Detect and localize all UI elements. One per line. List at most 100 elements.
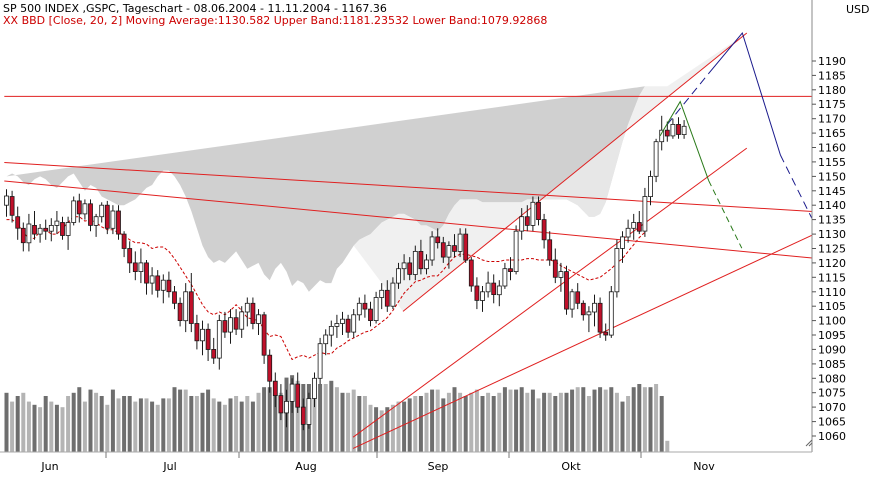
candle-body [524, 216, 530, 226]
volume-bar [26, 401, 31, 452]
candle-body [20, 227, 26, 244]
volume-bar [637, 384, 642, 452]
candle-body [429, 236, 435, 261]
volume-bar [570, 389, 575, 452]
volume-bar [374, 407, 379, 452]
volume-bar [222, 404, 227, 452]
volume-bar [228, 398, 233, 452]
volume-bar [654, 384, 659, 452]
candle-body [172, 291, 177, 304]
resize-corner-icon[interactable] [805, 439, 813, 447]
volume-bar [49, 401, 54, 452]
volume-bar [575, 387, 580, 452]
candle-body [356, 302, 362, 316]
trendline [352, 224, 834, 449]
candle-body [463, 233, 469, 261]
volume-bar [474, 389, 479, 452]
candle-body [116, 210, 121, 235]
y-tick-label: 1105 [818, 300, 846, 313]
candle-body [351, 314, 357, 333]
candle-body [4, 195, 9, 206]
candle-body [15, 216, 21, 229]
volume-bar [116, 398, 121, 452]
candle-body [82, 203, 88, 215]
candle-body [149, 275, 155, 284]
candle-body [188, 291, 194, 324]
volume-bars [4, 375, 670, 452]
x-tick-label: Okt [561, 460, 581, 473]
volume-bar [659, 396, 664, 452]
volume-bar [581, 387, 586, 452]
y-tick-label: 1145 [818, 185, 846, 198]
y-tick-label: 1185 [818, 69, 846, 82]
volume-bar [172, 387, 177, 452]
candle-body [222, 320, 228, 333]
y-tick-label: 1140 [818, 199, 846, 212]
candle-body [631, 222, 637, 229]
volume-bar [278, 392, 283, 452]
candle-body [513, 230, 519, 272]
candlesticks [4, 115, 687, 431]
volume-bar [318, 384, 323, 452]
volume-bar [558, 392, 563, 452]
volume-bar [379, 410, 384, 452]
candle-body [205, 328, 211, 350]
candle-body [664, 129, 670, 137]
candle-body [485, 282, 491, 293]
candle-body [32, 224, 37, 235]
y-tick-label: 1115 [818, 271, 846, 284]
volume-bar [66, 396, 71, 452]
volume-bar [334, 387, 339, 452]
candle-body [592, 302, 597, 313]
volume-bar [368, 404, 373, 452]
candle-body [407, 262, 413, 275]
candle-body [138, 262, 144, 272]
volume-bar [43, 396, 48, 452]
candle-body [681, 125, 687, 136]
projection-green-dashed [708, 180, 743, 249]
volume-bar [446, 392, 451, 452]
volume-bar [424, 392, 429, 452]
currency-label: USD [846, 3, 870, 16]
candle-body [261, 314, 267, 356]
y-tick-label: 1085 [818, 358, 846, 371]
volume-bar [295, 380, 300, 452]
volume-bar [614, 392, 619, 452]
volume-bar [620, 401, 625, 452]
candle-body [43, 227, 49, 232]
candle-body [9, 196, 15, 216]
volume-bar [183, 389, 188, 452]
volume-bar [530, 389, 535, 452]
volume-bar [351, 389, 356, 452]
candle-body [48, 224, 54, 232]
candle-body [132, 262, 138, 272]
candle-body [597, 302, 603, 333]
price-axis-panel [812, 0, 870, 480]
candle-body [440, 242, 446, 258]
candle-body [323, 334, 329, 345]
volume-bar [452, 387, 457, 452]
y-tick-label: 1170 [818, 113, 846, 126]
candle-body [446, 245, 452, 258]
volume-bar [15, 396, 20, 452]
candle-body [569, 291, 575, 310]
volume-bar [486, 392, 491, 452]
y-tick-label: 1100 [818, 315, 846, 328]
volume-bar [609, 387, 614, 452]
chart-title: SP 500 INDEX ,GSPC, Tageschart - 08.06.2… [3, 2, 387, 15]
y-tick-label: 1135 [818, 214, 846, 227]
volume-bar [200, 392, 205, 452]
volume-bar [514, 389, 519, 452]
candle-body [614, 248, 620, 293]
candle-body [345, 318, 351, 333]
volume-bar [665, 440, 670, 452]
volume-bar [94, 392, 99, 452]
candle-body [496, 285, 502, 296]
volume-bar [385, 407, 390, 452]
volume-bar [362, 396, 367, 452]
candle-body [312, 377, 317, 399]
volume-bar [82, 401, 87, 452]
x-tick-label: Sep [428, 460, 449, 473]
candle-body [412, 250, 418, 275]
volume-bar [463, 396, 468, 452]
